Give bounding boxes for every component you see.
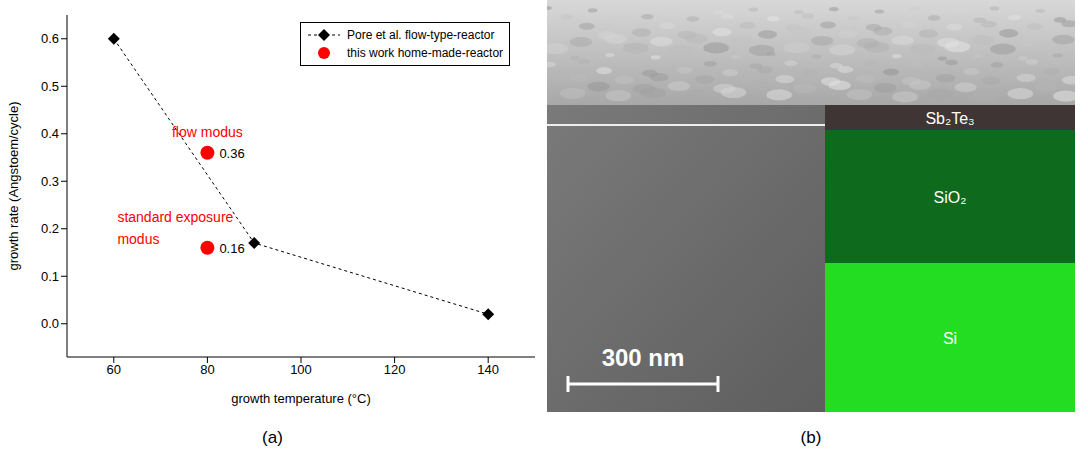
svg-text:modus: modus bbox=[117, 231, 159, 247]
svg-text:0.4: 0.4 bbox=[41, 126, 59, 141]
svg-text:0.36: 0.36 bbox=[219, 146, 244, 161]
svg-text:0.2: 0.2 bbox=[41, 221, 59, 236]
svg-text:Sb₂Te₃: Sb₂Te₃ bbox=[925, 110, 974, 127]
svg-text:300 nm: 300 nm bbox=[602, 344, 685, 371]
svg-text:0.16: 0.16 bbox=[219, 241, 244, 256]
svg-text:120: 120 bbox=[384, 362, 406, 377]
svg-text:Si: Si bbox=[943, 330, 957, 347]
svg-text:60: 60 bbox=[107, 362, 121, 377]
html-text:(b): (b) bbox=[800, 428, 822, 447]
svg-text:standard exposure: standard exposure bbox=[117, 209, 233, 225]
html-text:(a): (a) bbox=[262, 428, 283, 447]
svg-text:0.1: 0.1 bbox=[41, 269, 59, 284]
svg-text:growth temperature (°C): growth temperature (°C) bbox=[231, 391, 371, 406]
svg-text:0.0: 0.0 bbox=[41, 316, 59, 331]
svg-text:100: 100 bbox=[290, 362, 312, 377]
svg-text:140: 140 bbox=[477, 362, 499, 377]
svg-text:0.5: 0.5 bbox=[41, 79, 59, 94]
svg-text:0.6: 0.6 bbox=[41, 31, 59, 46]
svg-text:growth rate (Angstoem/cycle): growth rate (Angstoem/cycle) bbox=[6, 101, 21, 270]
html-text:Pore et al. flow-type-reactor: Pore et al. flow-type-reactor bbox=[347, 28, 495, 42]
svg-text:flow modus: flow modus bbox=[172, 124, 243, 140]
svg-text:0.3: 0.3 bbox=[41, 174, 59, 189]
svg-text:80: 80 bbox=[200, 362, 214, 377]
html-text:this work home-made-reactor: this work home-made-reactor bbox=[347, 46, 504, 60]
svg-text:SiO₂: SiO₂ bbox=[934, 189, 967, 206]
